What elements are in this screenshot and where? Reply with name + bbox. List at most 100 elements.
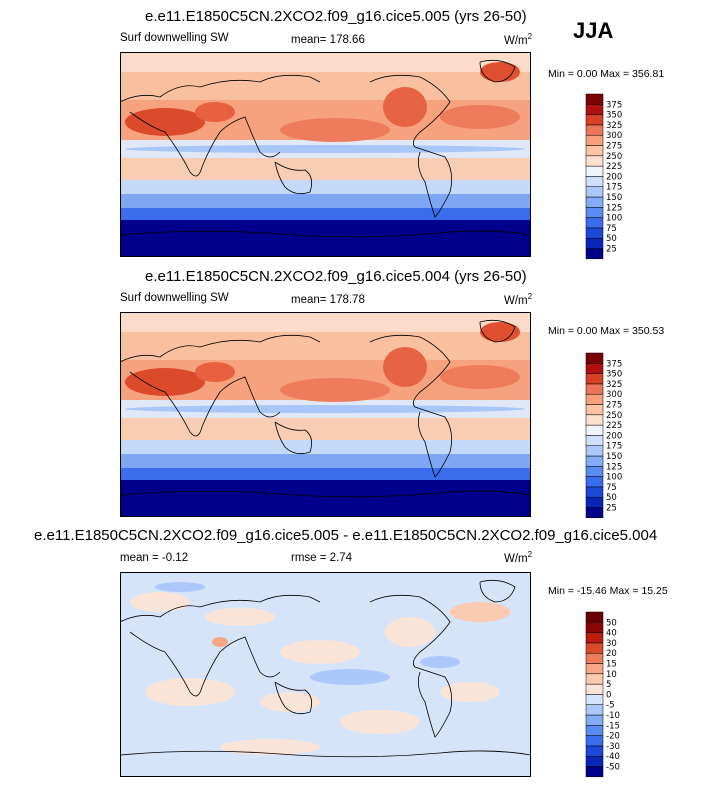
colorbar-tick-label: -5: [606, 701, 614, 711]
colorbar-box: [585, 227, 604, 239]
colorbar-tick-label: 75: [606, 224, 617, 234]
panel-2-mean-label: mean= 178.78: [291, 294, 365, 306]
colorbar-box: [585, 196, 604, 208]
panel-2-units: W/m2: [504, 292, 533, 307]
colorbar-box: [585, 186, 604, 198]
colorbar-box: [585, 694, 604, 705]
colorbar-box: [585, 455, 604, 467]
pacific-high: [280, 118, 390, 142]
colorbar-box: [585, 755, 604, 767]
colorbar-tick-label: 275: [606, 142, 622, 152]
sahara-max: [125, 108, 205, 136]
colorbar-tick-label: 5: [606, 680, 611, 690]
colorbar-tick-label: 125: [606, 462, 622, 472]
tibet-max: [195, 102, 235, 122]
colorbar-tick-label: 225: [606, 421, 622, 431]
panel-2-minmax: Min = 0.00 Max = 350.53: [548, 325, 665, 337]
panel-3-title: e.e11.E1850C5CN.2XCO2.f09_g16.cice5.005 …: [34, 527, 658, 544]
colorbar-tick-label: 175: [606, 183, 622, 193]
colorbar-box: [585, 507, 604, 519]
band-south-polar-2: [120, 220, 531, 257]
colorbar-tick-label: 300: [606, 131, 622, 141]
colorbar-tick-label: 125: [606, 203, 622, 213]
colorbar-box: [585, 622, 604, 633]
panel-2-title: e.e11.E1850C5CN.2XCO2.f09_g16.cice5.004 …: [145, 268, 527, 285]
panel-2-colorbar: 2550751001251501752002252502753003253503…: [585, 352, 622, 519]
colorbar-tick-label: 350: [606, 111, 622, 121]
colorbar-tick-label: 325: [606, 121, 622, 131]
coastlines: [120, 319, 531, 498]
panel-3-units: W/m2: [504, 550, 533, 565]
colorbar-box: [585, 134, 604, 146]
colorbar-tick-label: 100: [606, 214, 622, 224]
colorbar-tick-label: -10: [606, 711, 620, 721]
colorbar-boxes: [585, 93, 604, 260]
panel-1-map: [120, 52, 531, 257]
band-south-subtropic: [120, 158, 531, 180]
panel-1-colorbar: 2550751001251501752002252502753003253503…: [585, 93, 622, 260]
colorbar-box: [585, 165, 604, 177]
colorbar-tick-label: 150: [606, 193, 622, 203]
colorbar-box: [585, 466, 604, 477]
colorbar-labels: 2550751001251501752002252502753003253503…: [606, 100, 622, 254]
colorbar-tick-label: 25: [606, 245, 617, 255]
colorbar-tick-label: -50: [606, 763, 620, 773]
season-label: JJA: [573, 18, 614, 43]
coastlines: [120, 579, 531, 758]
panel-1-minmax: Min = 0.00 Max = 356.81: [548, 68, 665, 80]
colorbar-box: [585, 93, 604, 105]
colorbar-tick-label: 50: [606, 234, 617, 244]
colorbar-tick-label: 200: [606, 172, 622, 182]
colorbar-box: [585, 393, 604, 405]
colorbar-tick-label: -20: [606, 732, 620, 742]
colorbar-tick-label: 25: [606, 504, 617, 514]
colorbar-tick-label: 175: [606, 442, 622, 452]
colorbar-box: [585, 145, 604, 157]
colorbar-tick-label: 20: [606, 649, 617, 659]
colorbar-box: [585, 124, 604, 136]
colorbar-tick-label: 10: [606, 670, 617, 680]
colorbar-tick-label: 375: [606, 100, 622, 110]
colorbar-labels: 2550751001251501752002252502753003253503…: [606, 359, 622, 513]
colorbar-box: [585, 673, 604, 685]
colorbar-tick-label: 250: [606, 152, 622, 162]
band-south-mid: [120, 180, 531, 194]
band-south-high: [120, 194, 531, 208]
band-north-mid: [120, 72, 531, 100]
colorbar-tick-label: 325: [606, 380, 622, 390]
panel-3-map: [120, 572, 531, 777]
panel-2-variable-label: Surf downwelling SW: [120, 292, 229, 304]
band-north-cap: [120, 52, 531, 72]
colorbar-box: [585, 766, 604, 778]
atlantic-high: [440, 105, 520, 129]
panel-2-map: [120, 312, 531, 517]
colorbar-box: [585, 683, 604, 695]
colorbar-tick-label: 350: [606, 370, 622, 380]
colorbar-box: [585, 248, 604, 260]
colorbar-boxes: [585, 352, 604, 519]
colorbar-box: [585, 217, 604, 229]
colorbar-box: [585, 632, 604, 644]
colorbar-box: [585, 663, 604, 675]
colorbar-box: [585, 735, 604, 747]
colorbar-tick-label: -15: [606, 721, 620, 731]
north-america-max: [383, 87, 427, 127]
colorbar-tick-label: 75: [606, 483, 617, 493]
colorbar-box: [585, 176, 604, 187]
colorbar-box: [585, 745, 604, 757]
colorbar-box: [585, 404, 604, 416]
colorbar-tick-label: 0: [606, 690, 611, 700]
colorbar-box: [585, 373, 604, 385]
panel-1-mean-label: mean= 178.66: [291, 34, 365, 46]
colorbar-box: [585, 445, 604, 457]
colorbar-tick-label: -30: [606, 742, 620, 752]
colorbar-tick-label: 225: [606, 162, 622, 172]
panel-1-variable-label: Surf downwelling SW: [120, 32, 229, 44]
colorbar-boxes: [585, 611, 604, 778]
panel-1-title: e.e11.E1850C5CN.2XCO2.f09_g16.cice5.005 …: [145, 8, 527, 25]
colorbar-box: [585, 435, 604, 446]
colorbar-tick-label: 15: [606, 660, 617, 670]
colorbar-box: [585, 383, 604, 395]
